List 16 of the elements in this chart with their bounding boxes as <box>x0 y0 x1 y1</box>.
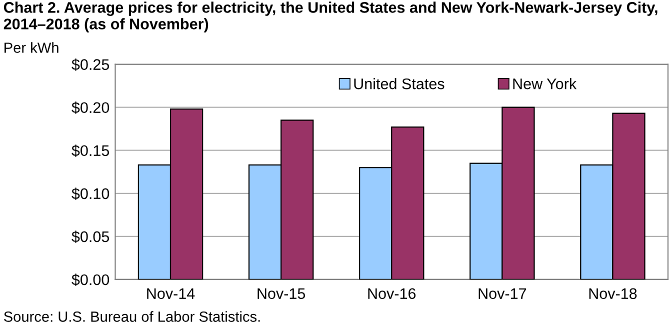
x-tick-label: Nov-15 <box>258 288 306 300</box>
y-tick-label: $0.20 <box>72 102 110 114</box>
legend-label: United States <box>354 78 444 90</box>
y-tick-label: $0.05 <box>72 230 110 244</box>
chart-title: Chart 2. Average prices for electricity, the United States and New York-Newark-Jersey City, 2014–2018 (as of November) <box>4 2 658 32</box>
x-tick-label: Nov-17 <box>478 288 526 300</box>
x-tick-label: Nov-14 <box>147 288 195 300</box>
y-tick-label: $0.00 <box>72 274 110 286</box>
x-tick-label: Nov-18 <box>589 288 637 300</box>
y-tick-label: $0.10 <box>72 188 110 200</box>
legend-label: New York <box>513 78 577 90</box>
y-tick-label: $0.15 <box>72 144 110 157</box>
y-tick-label: $0.25 <box>72 58 110 71</box>
x-tick-label: Nov-16 <box>368 288 416 300</box>
source-note: Source: U.S. Bureau of Labor Statistics. <box>4 311 260 322</box>
y-axis-title: Per kWh <box>4 42 58 53</box>
